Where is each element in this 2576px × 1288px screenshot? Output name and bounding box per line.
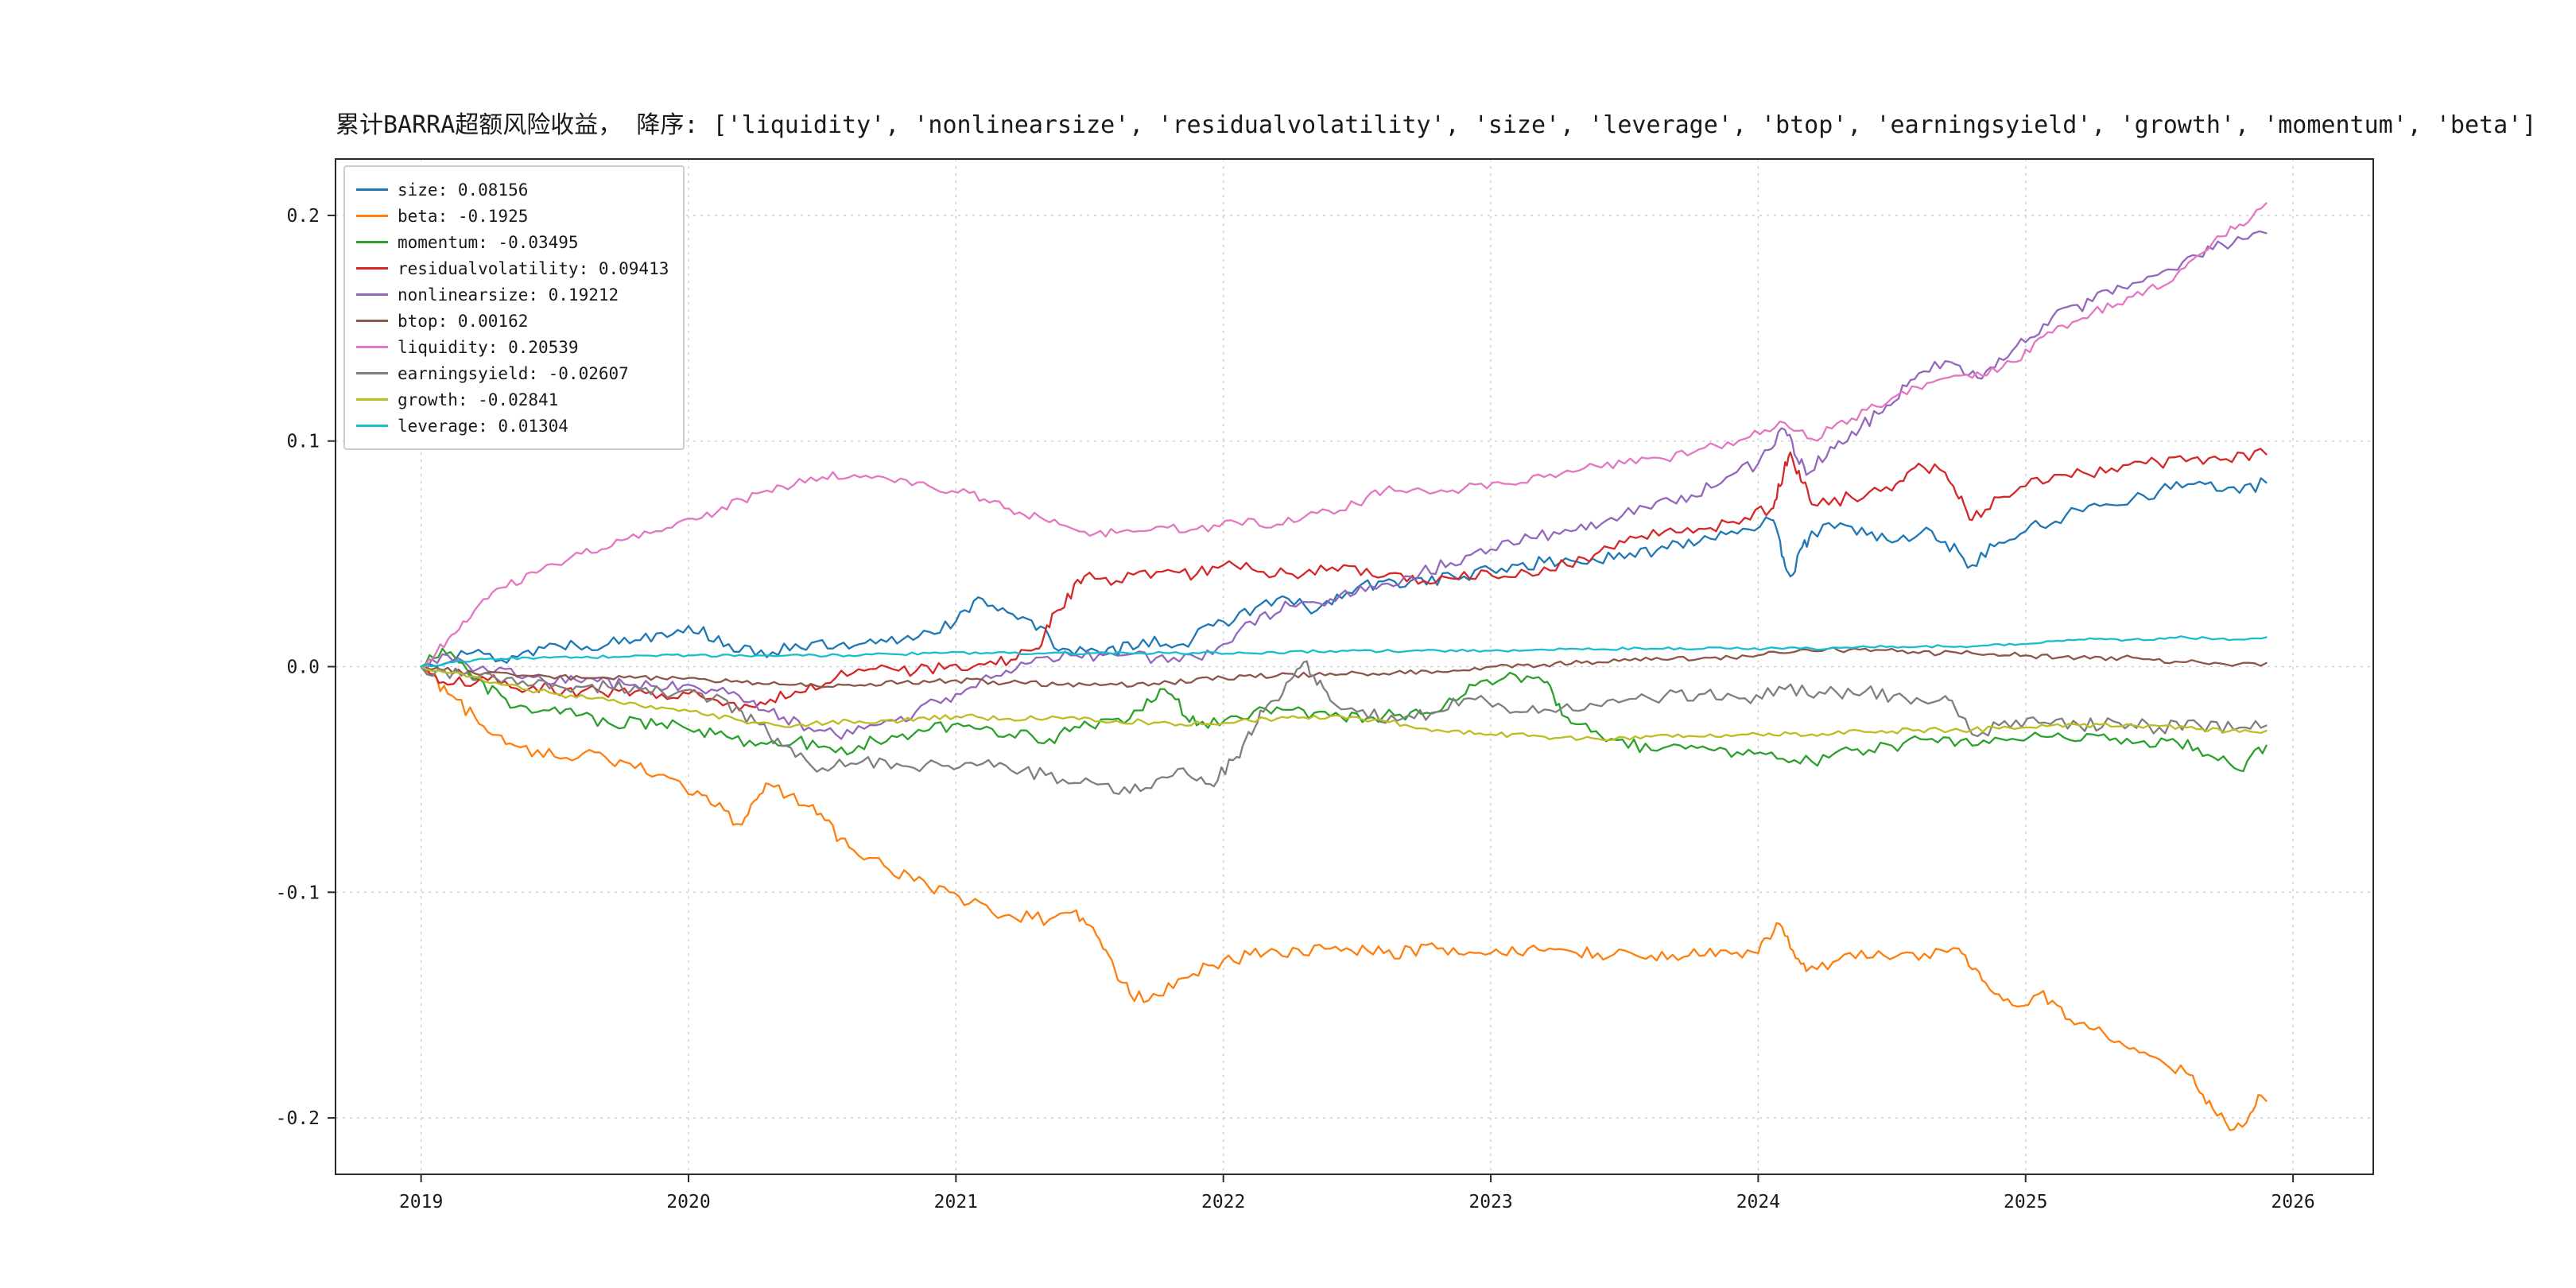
legend-item-leverage: leverage: 0.01304 bbox=[356, 413, 669, 439]
legend-swatch-residualvolatility bbox=[356, 267, 388, 270]
legend-item-growth: growth: -0.02841 bbox=[356, 386, 669, 413]
series-line-nonlinearsize bbox=[420, 230, 2268, 740]
series-line-earningsyield bbox=[420, 660, 2268, 795]
legend-swatch-leverage bbox=[356, 425, 388, 427]
y-tick-label: -0.1 bbox=[276, 883, 320, 903]
legend-swatch-growth bbox=[356, 398, 388, 401]
series-line-growth bbox=[420, 665, 2268, 742]
legend-swatch-liquidity bbox=[356, 346, 388, 348]
x-tick-label: 2022 bbox=[1201, 1192, 1245, 1212]
chart-title: 累计BARRA超额风险收益， 降序: ['liquidity', 'nonlin… bbox=[336, 111, 2537, 139]
y-tick-label: -0.2 bbox=[276, 1108, 320, 1129]
legend-swatch-momentum bbox=[356, 241, 388, 243]
legend-label-nonlinearsize: nonlinearsize: 0.19212 bbox=[398, 285, 619, 305]
legend-label-growth: growth: -0.02841 bbox=[398, 390, 559, 409]
legend-item-liquidity: liquidity: 0.20539 bbox=[356, 334, 669, 360]
x-tick-label: 2025 bbox=[2004, 1192, 2047, 1212]
y-tick-label: 0.1 bbox=[286, 432, 320, 452]
legend-swatch-beta bbox=[356, 215, 388, 217]
legend-label-size: size: 0.08156 bbox=[398, 180, 529, 200]
legend-swatch-size bbox=[356, 188, 388, 191]
legend-item-btop: btop: 0.00162 bbox=[356, 308, 669, 334]
legend-label-beta: beta: -0.1925 bbox=[398, 206, 529, 226]
series-line-size bbox=[420, 477, 2268, 668]
legend-item-momentum: momentum: -0.03495 bbox=[356, 229, 669, 255]
y-tick-label: 0.2 bbox=[286, 206, 320, 227]
series-line-btop bbox=[420, 646, 2268, 689]
legend-swatch-earningsyield bbox=[356, 372, 388, 374]
series-line-beta bbox=[420, 665, 2268, 1131]
legend-item-nonlinearsize: nonlinearsize: 0.19212 bbox=[356, 281, 669, 308]
series-line-leverage bbox=[420, 635, 2268, 668]
series-line-liquidity bbox=[420, 202, 2268, 669]
legend-label-residualvolatility: residualvolatility: 0.09413 bbox=[398, 258, 669, 278]
legend-item-residualvolatility: residualvolatility: 0.09413 bbox=[356, 255, 669, 281]
legend-item-earningsyield: earningsyield: -0.02607 bbox=[356, 360, 669, 386]
legend-swatch-nonlinearsize bbox=[356, 293, 388, 296]
x-tick-label: 2026 bbox=[2271, 1192, 2314, 1212]
legend-label-liquidity: liquidity: 0.20539 bbox=[398, 337, 579, 357]
legend-label-btop: btop: 0.00162 bbox=[398, 311, 529, 331]
legend: size: 0.08156 beta: -0.1925 momentum: -0.0… bbox=[343, 165, 685, 450]
series-line-momentum bbox=[420, 647, 2268, 773]
legend-swatch-btop bbox=[356, 320, 388, 322]
x-tick-label: 2023 bbox=[1468, 1192, 1512, 1212]
legend-item-size: size: 0.08156 bbox=[356, 177, 669, 203]
legend-label-momentum: momentum: -0.03495 bbox=[398, 232, 579, 252]
legend-item-beta: beta: -0.1925 bbox=[356, 203, 669, 229]
legend-label-earningsyield: earningsyield: -0.02607 bbox=[398, 363, 629, 383]
x-tick-label: 2019 bbox=[399, 1192, 443, 1212]
y-tick-label: 0.0 bbox=[286, 658, 320, 678]
x-tick-label: 2024 bbox=[1736, 1192, 1780, 1212]
x-tick-label: 2020 bbox=[666, 1192, 710, 1212]
legend-label-leverage: leverage: 0.01304 bbox=[398, 416, 568, 436]
x-tick-label: 2021 bbox=[934, 1192, 978, 1212]
series-line-residualvolatility bbox=[420, 448, 2268, 712]
